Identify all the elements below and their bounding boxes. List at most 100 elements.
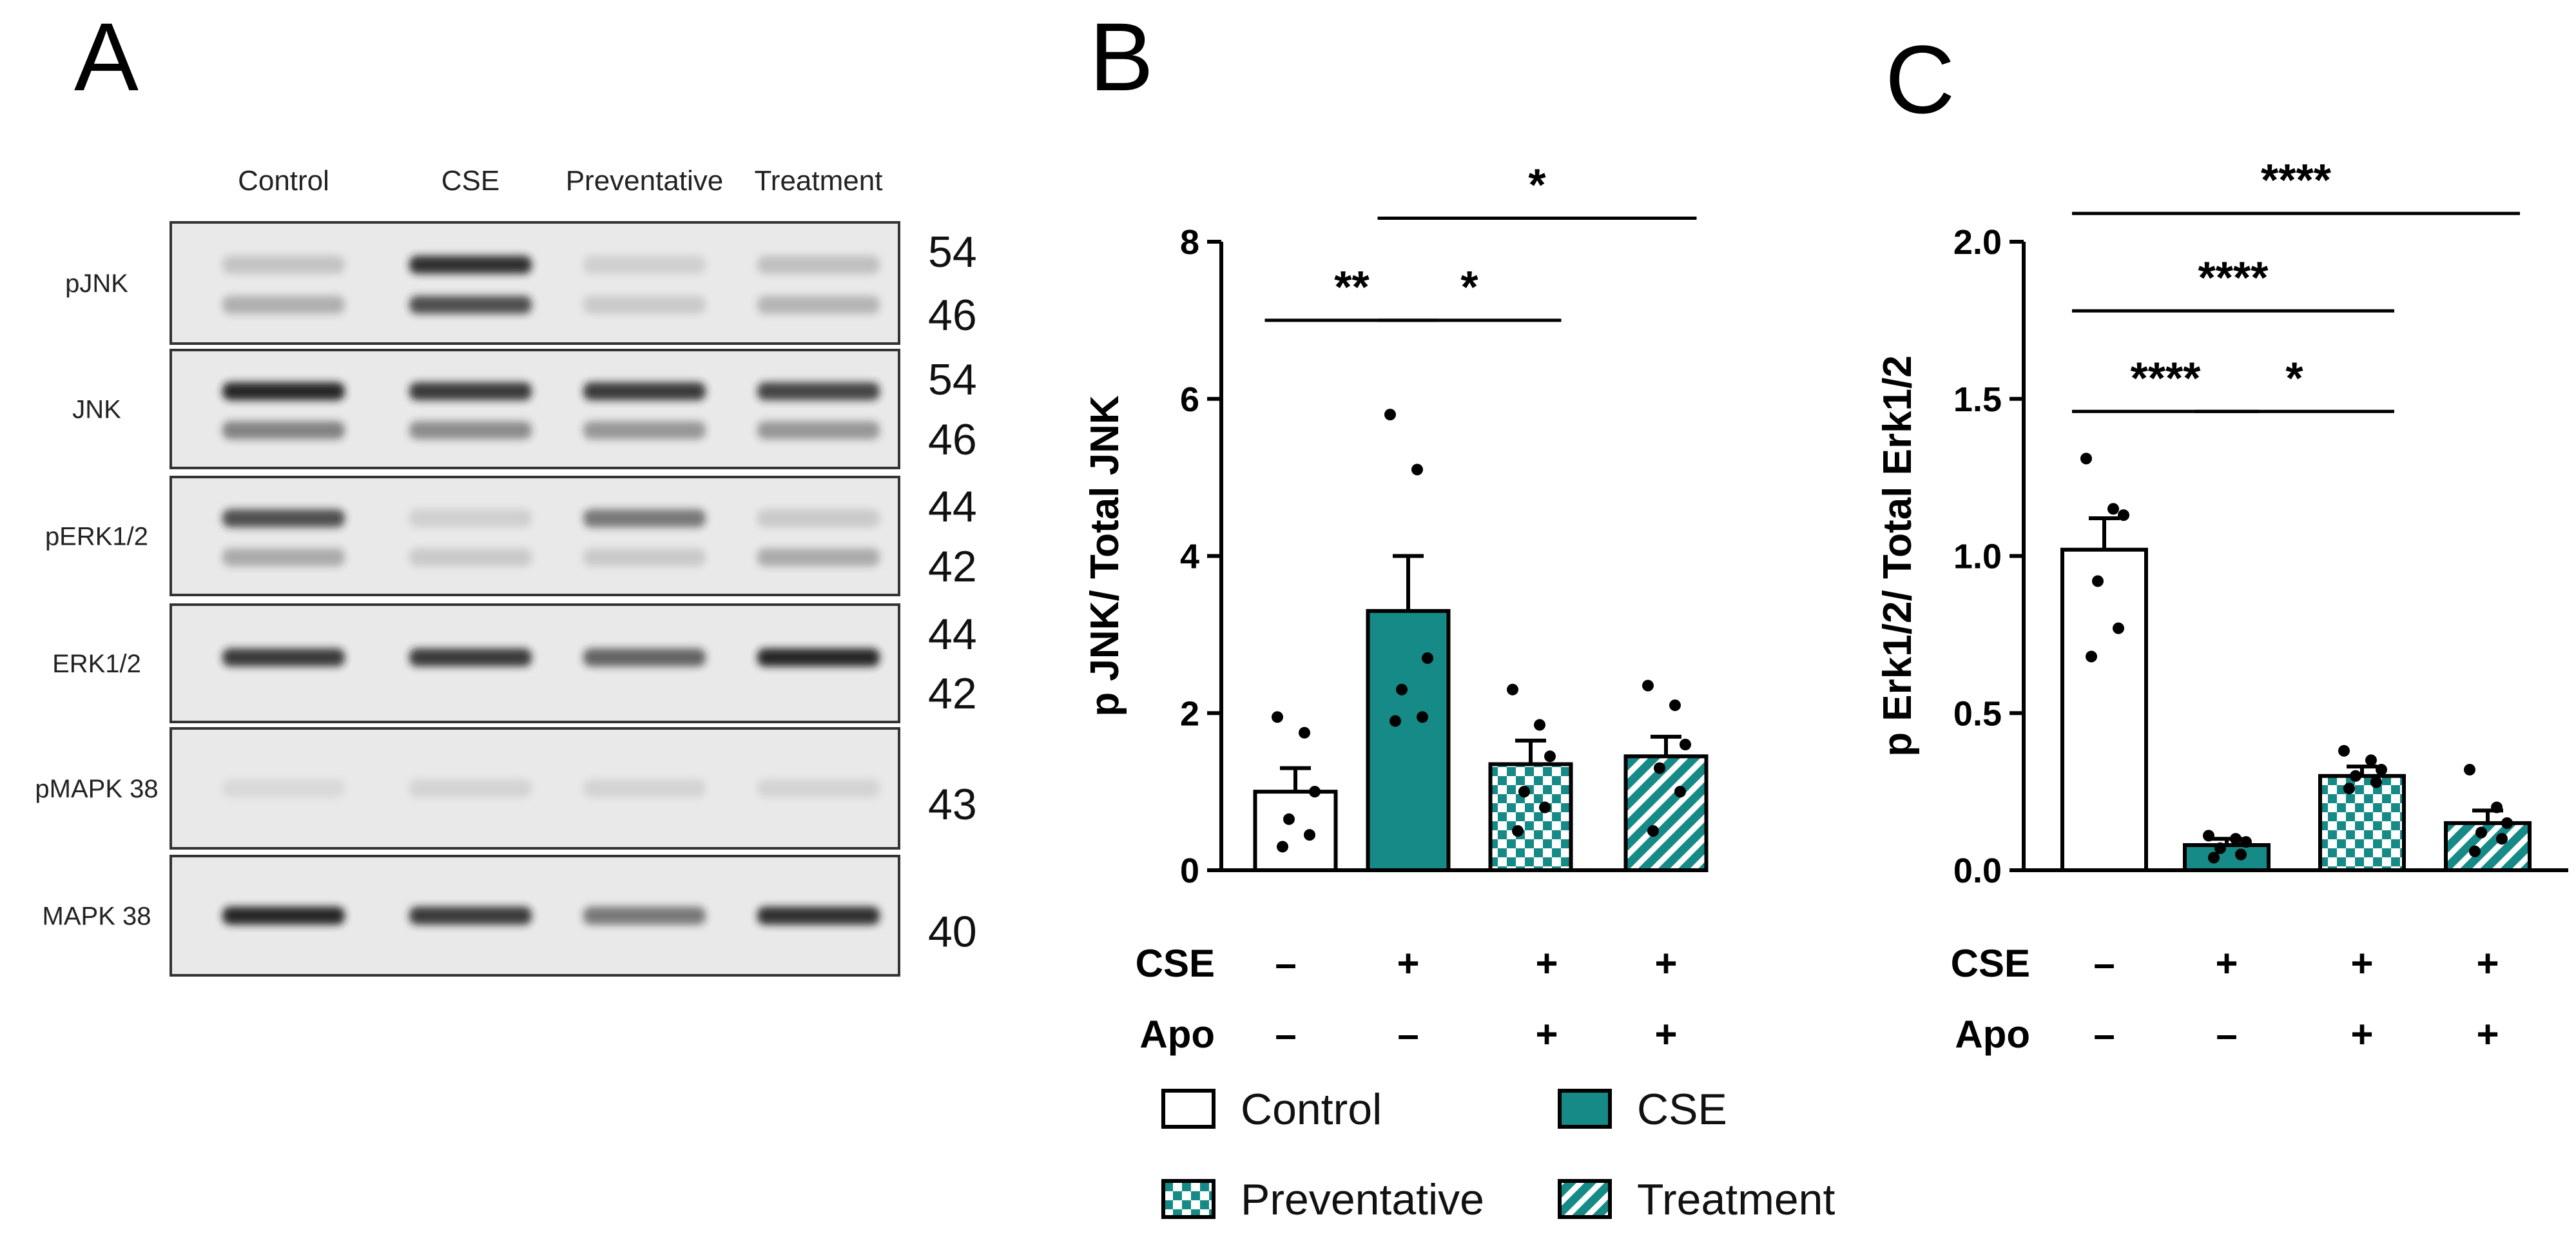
data-point	[2365, 754, 2377, 766]
lane-label: CSE	[441, 165, 499, 197]
data-point	[2376, 764, 2387, 775]
significance-label: ****	[2261, 155, 2332, 205]
y-tick-label: 1.0	[1953, 538, 2002, 576]
blot-row-label: pMAPK 38	[35, 775, 158, 803]
panel-letter-c: C	[1885, 25, 1955, 133]
cse-sign: –	[1275, 942, 1296, 985]
blot-band	[222, 509, 345, 528]
blot-row-label: pJNK	[65, 269, 128, 298]
blot-band	[583, 548, 706, 567]
western-blot: Control CSE Preventative Treatment pJNK 54 46 J…	[35, 165, 977, 977]
condition-table-b: CSE Apo – – + – + + + +	[1136, 942, 1678, 1056]
kda-label: 44	[928, 482, 977, 531]
kda-label: 46	[928, 291, 977, 340]
data-point	[2496, 833, 2508, 845]
apo-sign: +	[2350, 1013, 2373, 1056]
data-point	[2214, 842, 2226, 854]
cse-sign: –	[2093, 942, 2115, 985]
lane-label: Treatment	[755, 165, 883, 197]
apo-sign: +	[1654, 1013, 1677, 1056]
blot-band	[757, 255, 880, 274]
y-tick-label: 2.0	[1953, 223, 2002, 262]
y-tick-label: 6	[1180, 380, 1199, 419]
blot-band	[583, 295, 706, 314]
kda-label: 40	[928, 908, 977, 957]
apo-sign: –	[1397, 1013, 1419, 1056]
data-point	[2338, 745, 2350, 757]
blot-band	[409, 548, 532, 567]
data-point	[2475, 826, 2487, 839]
blot-band	[583, 421, 706, 440]
data-point	[1309, 786, 1321, 798]
data-point	[1299, 726, 1310, 739]
cse-sign: +	[2476, 942, 2499, 985]
blot-band	[409, 779, 532, 797]
data-point	[1512, 825, 1524, 837]
blot-band	[583, 779, 706, 797]
condition-table-c: CSE Apo – – + – + + + +	[1951, 942, 2499, 1056]
kda-label: 43	[928, 780, 977, 829]
data-point	[2350, 770, 2361, 782]
blot-row-label: ERK1/2	[52, 650, 141, 678]
data-point	[2469, 845, 2481, 857]
blot-band	[409, 421, 532, 440]
blot-band	[757, 648, 880, 667]
apo-row-label: Apo	[1139, 1013, 1215, 1056]
significance-label: ****	[2131, 353, 2202, 403]
blot-band	[409, 509, 532, 528]
blot-row-label: JNK	[72, 396, 121, 424]
y-axis-label: p Erk1/2/ Total Erk1/2	[1875, 355, 1920, 757]
blot-band	[757, 779, 880, 797]
bar-preventative	[2318, 774, 2406, 872]
blot-band	[757, 421, 880, 440]
data-point	[2230, 833, 2242, 845]
data-point	[2208, 852, 2220, 864]
blot-band	[757, 382, 880, 401]
data-point	[2464, 764, 2475, 775]
data-point	[1647, 825, 1659, 837]
data-point	[1283, 813, 1295, 825]
kda-label: 46	[928, 415, 977, 464]
data-point	[2370, 776, 2382, 788]
blot-band	[757, 295, 880, 314]
blot-band	[222, 779, 345, 797]
data-point	[1417, 711, 1428, 723]
significance-label: *	[2285, 353, 2303, 403]
apo-sign: –	[2216, 1013, 2237, 1056]
blot-row-label: pERK1/2	[45, 523, 148, 551]
data-point	[1674, 786, 1686, 798]
blot-band	[583, 382, 706, 401]
blot-band	[222, 255, 345, 274]
significance-label: **	[1334, 262, 1370, 312]
data-point	[1422, 652, 1433, 664]
apo-row-label: Apo	[1955, 1013, 2030, 1056]
panel-letter-b: B	[1089, 3, 1154, 111]
data-point	[2203, 830, 2214, 842]
significance-label: ****	[2198, 252, 2269, 302]
kda-label: 42	[928, 542, 977, 591]
blot-row-label: MAPK 38	[43, 902, 151, 931]
y-axis-label: p JNK/ Total JNK	[1083, 395, 1127, 717]
legend-label: Control	[1241, 1085, 1382, 1134]
kda-label: 44	[928, 610, 977, 659]
blot-strip	[169, 221, 900, 345]
blot-band	[409, 906, 532, 925]
data-point	[1272, 711, 1283, 723]
legend-label: Preventative	[1241, 1175, 1484, 1224]
blot-band	[222, 382, 345, 401]
data-point	[1654, 762, 1665, 774]
blot-band	[583, 255, 706, 274]
data-point	[2240, 836, 2252, 848]
y-tick-label: 8	[1180, 223, 1199, 262]
lane-label: Preventative	[566, 165, 724, 197]
data-point	[1277, 841, 1288, 853]
cse-sign: +	[2350, 942, 2373, 985]
blot-band	[757, 906, 880, 925]
blot-strip	[169, 476, 900, 596]
legend-swatch-cse	[1558, 1089, 1612, 1129]
data-point	[1539, 801, 1551, 814]
blot-band	[222, 295, 345, 314]
bar-cse	[2183, 843, 2271, 872]
